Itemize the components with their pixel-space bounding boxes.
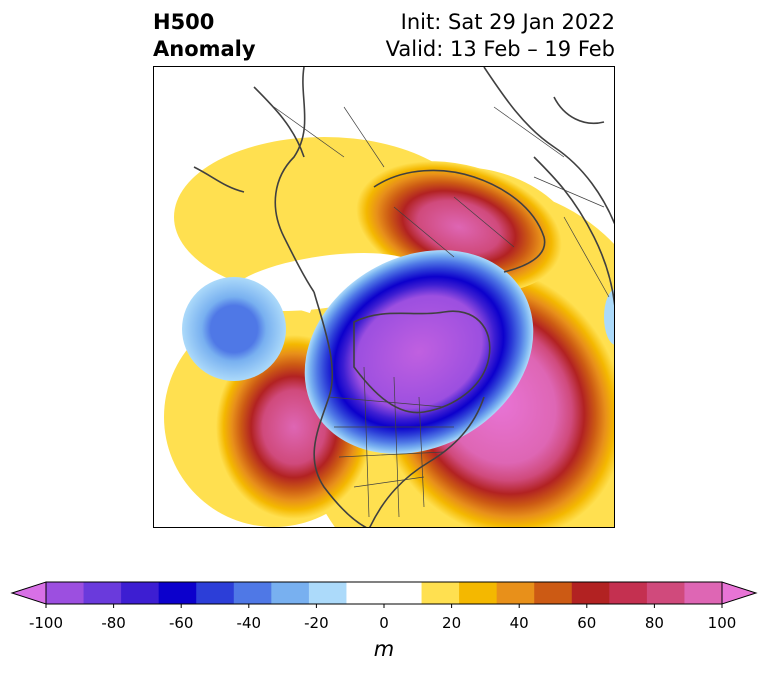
colorbar-segment [121,582,160,604]
colorbar-tick-label: -20 [304,614,329,632]
colorbar-extend-min [10,581,47,605]
coastlines [193,67,614,527]
colorbar-segment [308,582,347,604]
title-type: Anomaly [153,37,256,61]
colorbar-tick-label: 20 [442,614,462,632]
valid-range: Valid: 13 Feb – 19 Feb [385,37,615,61]
colorbar-tick-label: 80 [644,614,664,632]
colorbar-segment [459,582,498,604]
colorbar-segment [233,582,272,604]
colorbar-segment [684,582,723,604]
anomaly-map [153,66,615,528]
country-borders [273,106,610,518]
pacific-trough [182,277,286,381]
init-date: Init: Sat 29 Jan 2022 [400,10,615,34]
hudson-trough [304,250,534,454]
colorbar-tick-label: 40 [509,614,529,632]
colorbar-segment [158,582,197,604]
east-trough-sliver [604,289,614,345]
colorbar-segment [534,582,573,604]
colorbar-segment [421,582,460,604]
title-variable: H500 [153,10,215,34]
colorbar-segment [46,582,85,604]
colorbar-segment [609,582,648,604]
colorbar-tick-label: 60 [577,614,597,632]
colorbar-tick-label: -40 [236,614,262,632]
colorbar-tick-label: -80 [101,614,126,632]
chart-title-left: H500 Anomaly [153,9,256,63]
colorbar-segment [571,582,610,604]
colorbar-segment [496,582,535,604]
map-svg [154,67,614,527]
colorbar-segment [646,582,685,604]
colorbar-segment [196,582,235,604]
colorbar-segment [271,582,310,604]
colorbar-segment [83,582,122,604]
colorbar-tick-label: -100 [28,614,64,632]
colorbar-extend-max [721,581,758,605]
colorbar-tick-label: 0 [379,614,389,632]
colorbar-segment [346,582,385,604]
chart-title-right: Init: Sat 29 Jan 2022 Valid: 13 Feb – 19… [386,9,615,63]
colorbar-tick-label: 100 [707,614,737,632]
colorbar [10,581,758,608]
colorbar-segment [384,582,423,604]
colorbar-unit: m [373,637,395,661]
colorbar-tick-label: -60 [168,614,194,632]
